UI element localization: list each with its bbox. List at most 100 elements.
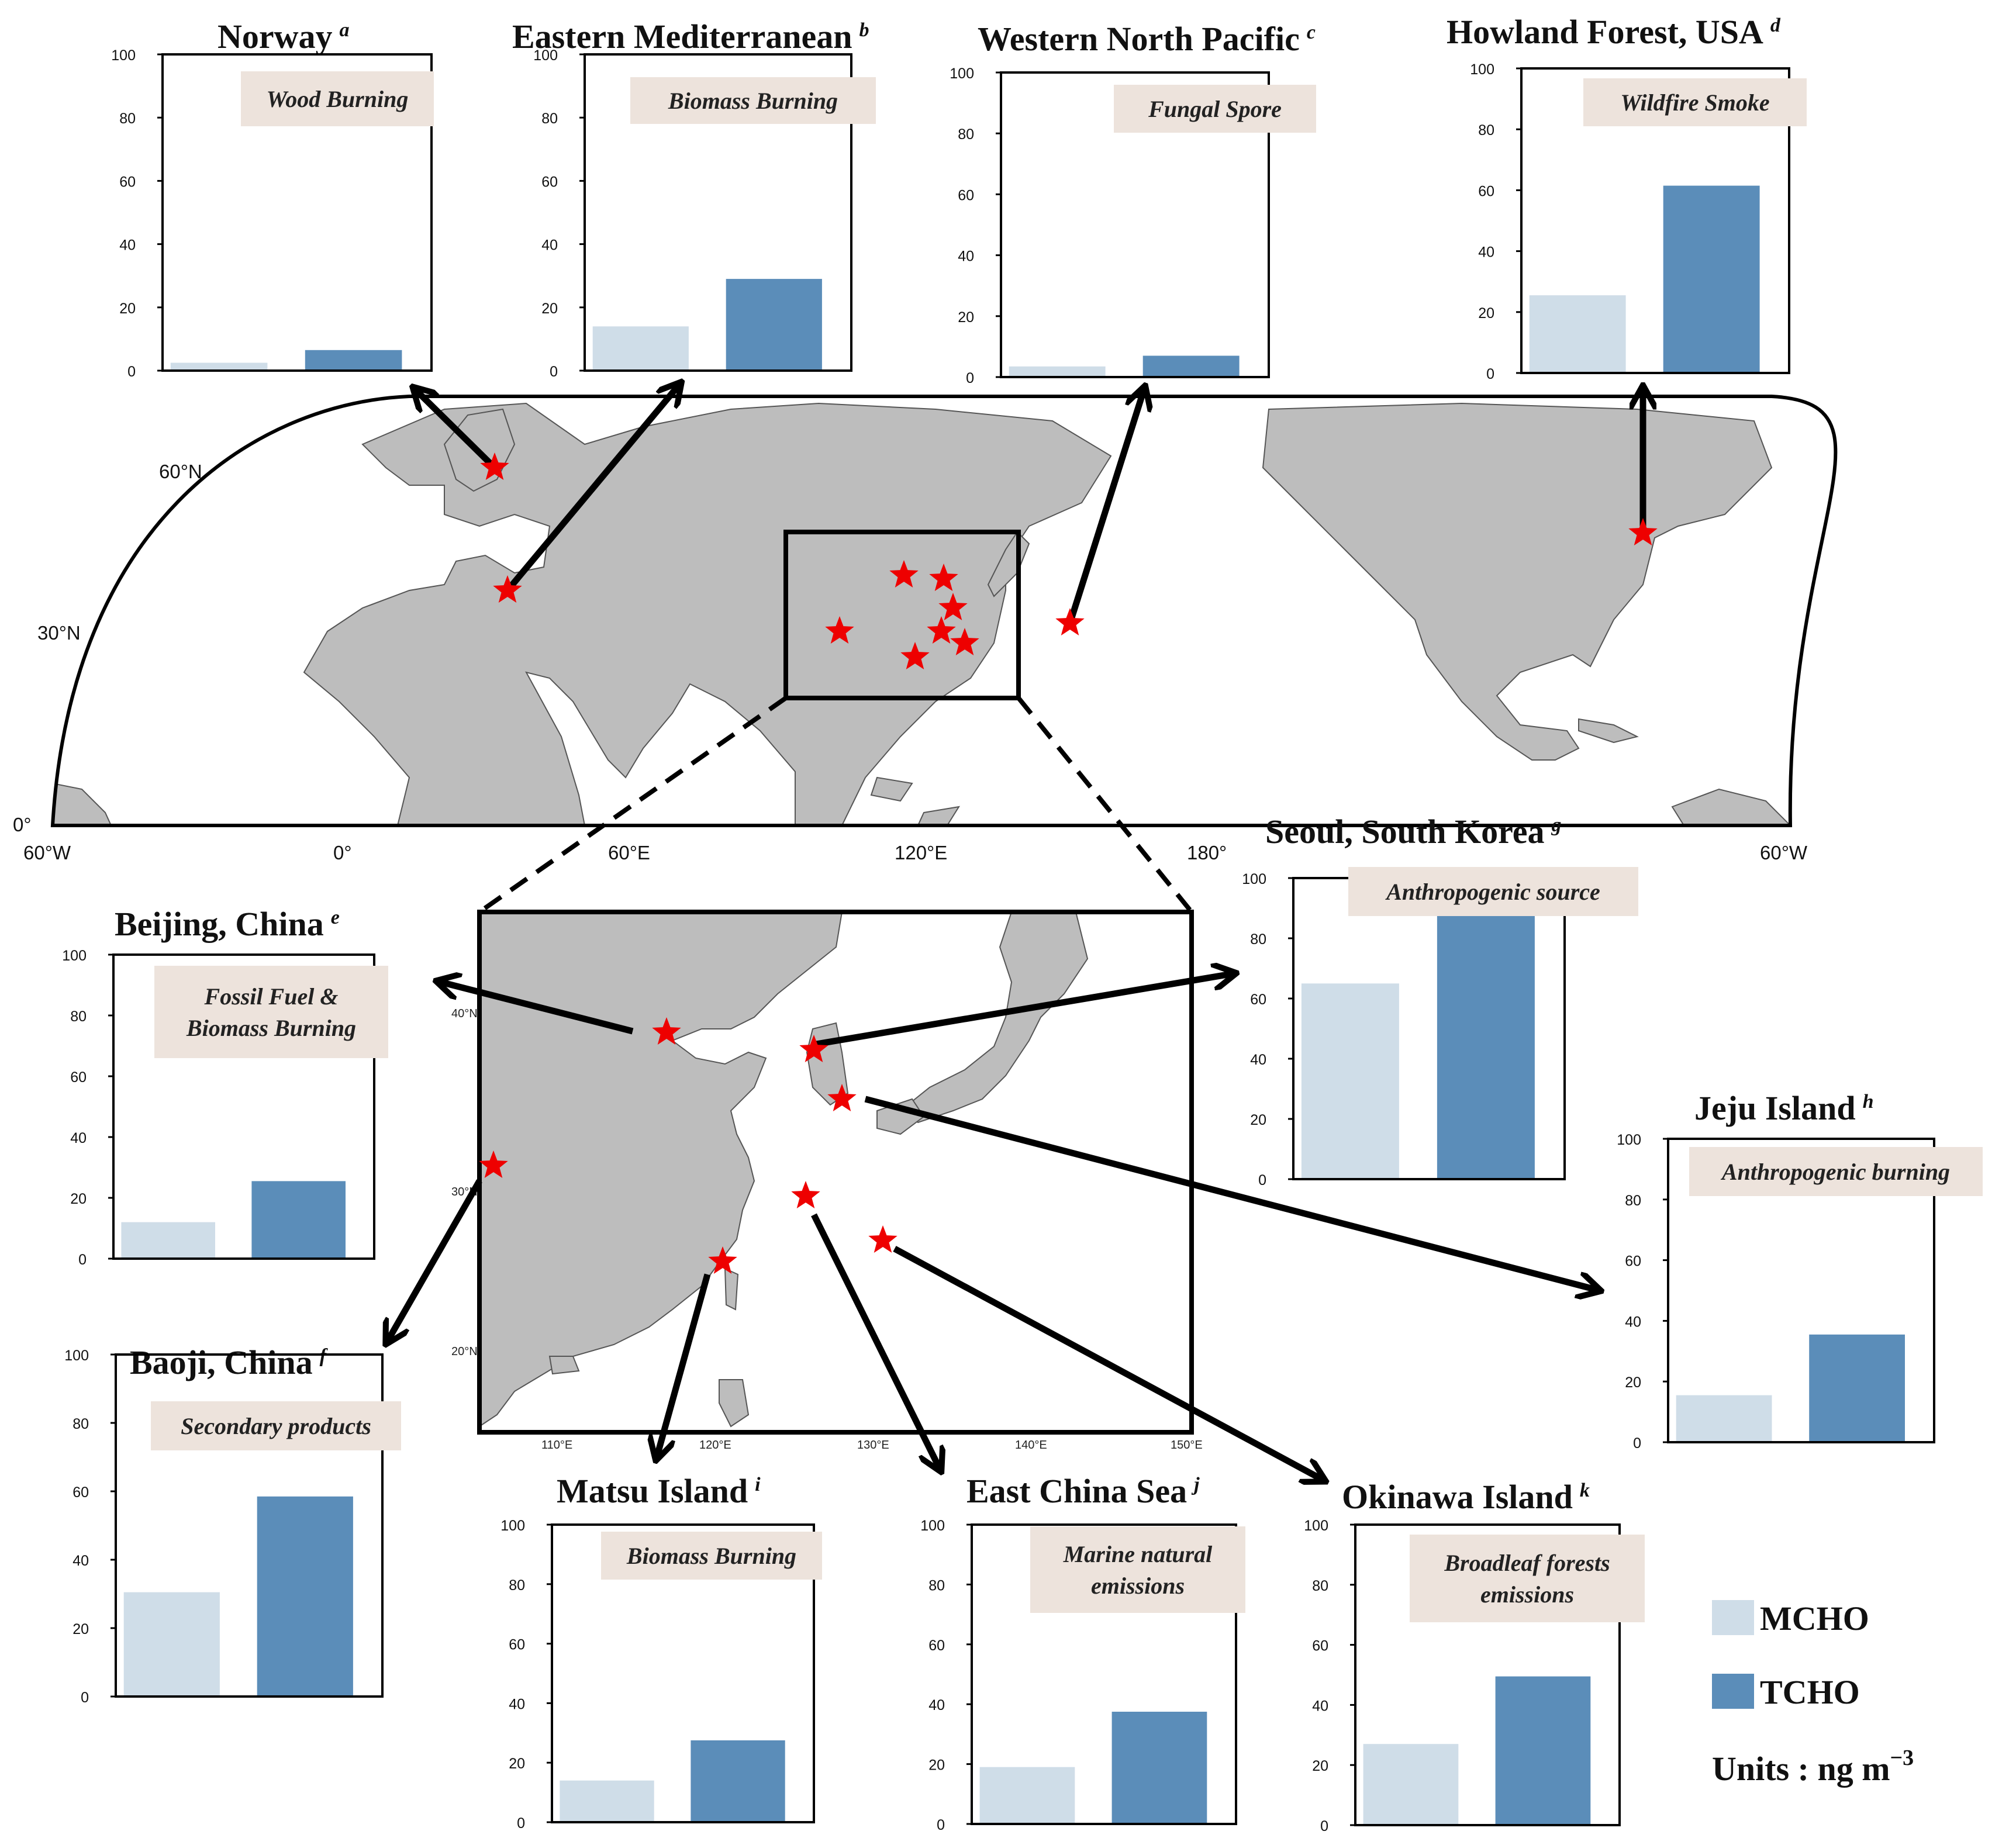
bar-tcho <box>1142 355 1240 377</box>
chart-title: Howland Forest, USA d <box>1447 13 1781 51</box>
y-tick-label: 0 <box>81 1689 89 1706</box>
y-tick-label: 40 <box>928 1697 945 1713</box>
chart-panel-okinawa-island: Okinawa Island k 0 20 40 60 80 100 Broadleaf for… <box>1304 1478 1645 1834</box>
source-tag <box>1410 1535 1645 1622</box>
bar-mcho <box>1529 295 1626 373</box>
bar-tcho <box>257 1496 353 1697</box>
plot-frame <box>584 53 852 372</box>
bar-tcho <box>251 1181 346 1259</box>
source-tag-text: Wood Burning <box>267 86 409 112</box>
y-tick-label: 60 <box>1625 1253 1641 1270</box>
arrow-jeju <box>864 1096 1596 1290</box>
bar-tcho <box>691 1740 785 1822</box>
y-tick-label: 80 <box>119 110 136 127</box>
chart-title-letter: h <box>1863 1091 1874 1112</box>
y-tick-label: 100 <box>950 65 974 82</box>
site-markers <box>479 452 1658 1274</box>
site-star-1 <box>493 575 522 603</box>
source-tag <box>241 71 434 126</box>
y-tick-label: 20 <box>541 300 558 317</box>
arrow-okinawa <box>893 1246 1321 1479</box>
chart-panel-beijing-china: Beijing, China e 0 20 40 60 80 100 Fossil Fuel &… <box>62 905 388 1268</box>
plot-frame <box>1000 71 1270 378</box>
source-tag-text: Secondary products <box>181 1413 371 1439</box>
world-map: 60°N 30°N 0° 60°W 0° 60°E 120°E 180° 60°… <box>13 395 1838 863</box>
y-tick-label: 0 <box>1633 1435 1641 1452</box>
chart-panel-western-north-pacific: Western North Pacific c 0 20 40 60 80 100 Fungal… <box>950 20 1316 386</box>
y-tick-label: 20 <box>1478 305 1494 322</box>
y-tick-label: 100 <box>64 1348 89 1364</box>
y-tick-label: 80 <box>958 126 974 143</box>
y-tick-label: 20 <box>958 309 974 326</box>
y-tick-label: 20 <box>1312 1758 1328 1774</box>
chart-title: East China Sea j <box>966 1472 1200 1510</box>
bar-mcho <box>560 1780 654 1822</box>
y-tick-label: 100 <box>500 1518 525 1534</box>
arrow-beijing <box>441 982 634 1035</box>
source-tag-text: Broadleaf forests <box>1444 1550 1610 1576</box>
source-tag <box>151 1401 401 1450</box>
chart-title: Seoul, South Korea g <box>1265 813 1562 851</box>
y-tick-label: 60 <box>928 1637 945 1654</box>
source-tag-text: emissions <box>1091 1573 1185 1599</box>
chart-title-letter: c <box>1307 22 1316 43</box>
arrow-matsu <box>657 1273 711 1456</box>
site-star-0 <box>480 452 509 480</box>
legend-swatch-mcho <box>1712 1600 1754 1635</box>
bar-tcho <box>1809 1334 1905 1442</box>
y-tick-label: 80 <box>70 1008 87 1025</box>
bar-mcho <box>979 1767 1075 1824</box>
chart-title-letter: e <box>331 907 340 928</box>
y-tick-label: 20 <box>1250 1112 1266 1128</box>
y-tick-label: 80 <box>73 1416 89 1432</box>
bar-tcho <box>726 279 822 371</box>
y-tick-label: 60 <box>958 187 974 203</box>
y-tick-label: 40 <box>70 1130 87 1146</box>
y-tick-label: 80 <box>1478 122 1494 139</box>
y-tick-label: 0 <box>127 364 136 380</box>
y-tick-label: 0 <box>78 1252 87 1268</box>
site-star-12 <box>799 1035 829 1062</box>
bar-tcho <box>1437 914 1535 1179</box>
y-tick-label: 100 <box>1242 871 1266 887</box>
map-lon-label-120e: 120°E <box>895 842 947 863</box>
source-tag-text: Marine natural <box>1063 1541 1213 1567</box>
site-star-8 <box>825 616 854 644</box>
y-tick-label: 60 <box>1312 1638 1328 1654</box>
bar-mcho <box>1009 366 1106 377</box>
chart-title-text: Beijing, China <box>115 905 324 943</box>
inset-lon-label-110e: 110°E <box>541 1439 572 1452</box>
inset-map-frame <box>477 910 1194 1435</box>
y-tick-label: 20 <box>70 1191 87 1207</box>
chart-title-letter: b <box>859 19 869 41</box>
chart-panel-matsu-island: Matsu Island i 0 20 40 60 80 100 Biomass Burning <box>500 1472 822 1832</box>
chart-panel-baoji-china: Baoji, China f 0 20 40 60 80 100 Secondary produ… <box>64 1343 401 1706</box>
y-tick-label: 40 <box>1625 1314 1641 1330</box>
plot-frame <box>1667 1138 1935 1443</box>
site-star-17 <box>708 1246 737 1274</box>
site-star-13 <box>827 1084 857 1111</box>
plot-frame <box>551 1523 815 1823</box>
chart-panel-howland-forest-usa: Howland Forest, USA d 0 20 40 60 80 100 Wildfire… <box>1447 13 1807 382</box>
chart-title: Beijing, China e <box>115 905 340 943</box>
arrow-eastern-mediterranean <box>505 386 678 593</box>
chart-title-text: Eastern Mediterranean <box>512 18 852 56</box>
chart-title: Jeju Island h <box>1694 1089 1874 1127</box>
y-tick-label: 60 <box>73 1484 89 1501</box>
chart-panel-seoul-south-korea: Seoul, South Korea g 0 20 40 60 80 100 Anthropog… <box>1242 813 1638 1188</box>
chart-title-letter: a <box>340 19 350 41</box>
chart-title-text: Baoji, China <box>130 1343 313 1381</box>
source-tag-text: Biomass Burning <box>626 1543 796 1569</box>
y-tick-label: 0 <box>1320 1818 1328 1834</box>
bar-mcho <box>121 1222 215 1259</box>
plot-frame <box>112 953 375 1260</box>
arrow-western-north-pacific <box>1066 391 1144 624</box>
y-tick-label: 100 <box>1617 1132 1641 1148</box>
y-tick-label: 60 <box>509 1637 525 1653</box>
y-tick-label: 60 <box>70 1069 87 1086</box>
source-tag <box>1348 867 1638 916</box>
source-tag-text: Fossil Fuel & <box>204 983 339 1010</box>
chart-title-text: East China Sea <box>966 1472 1187 1510</box>
y-tick-label: 40 <box>119 237 136 254</box>
y-tick-label: 0 <box>937 1817 945 1833</box>
